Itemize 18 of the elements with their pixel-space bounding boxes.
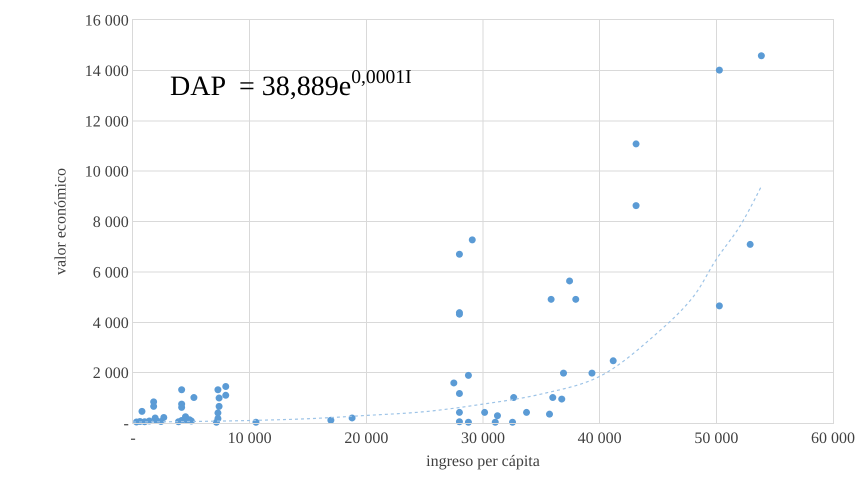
y-tick-label: 16 000 — [84, 12, 129, 30]
x-tick-label: 10 000 — [228, 430, 272, 448]
x-tick-label: 60 000 — [811, 430, 855, 448]
y-tick-label: - — [123, 416, 129, 433]
y-tick-label: 10 000 — [84, 164, 129, 181]
x-tick-label: 40 000 — [578, 430, 622, 448]
y-axis-title: valor económico — [52, 168, 70, 276]
x-axis-title: ingreso per cápita — [426, 452, 540, 470]
x-tick-label: 20 000 — [344, 430, 388, 448]
y-tick-label: 8 000 — [92, 214, 129, 232]
y-tick-label: 6 000 — [92, 264, 129, 282]
y-tick-label: 12 000 — [84, 113, 129, 130]
y-tick-label: 4 000 — [92, 314, 129, 332]
x-tick-label: 30 000 — [461, 430, 505, 448]
x-tick-label: 50 000 — [694, 430, 738, 448]
annotation: DAP = 38,889e$^{0,0001I}$ — [170, 67, 412, 102]
y-tick-label: 14 000 — [84, 62, 129, 80]
y-tick-label: 2 000 — [92, 365, 129, 382]
